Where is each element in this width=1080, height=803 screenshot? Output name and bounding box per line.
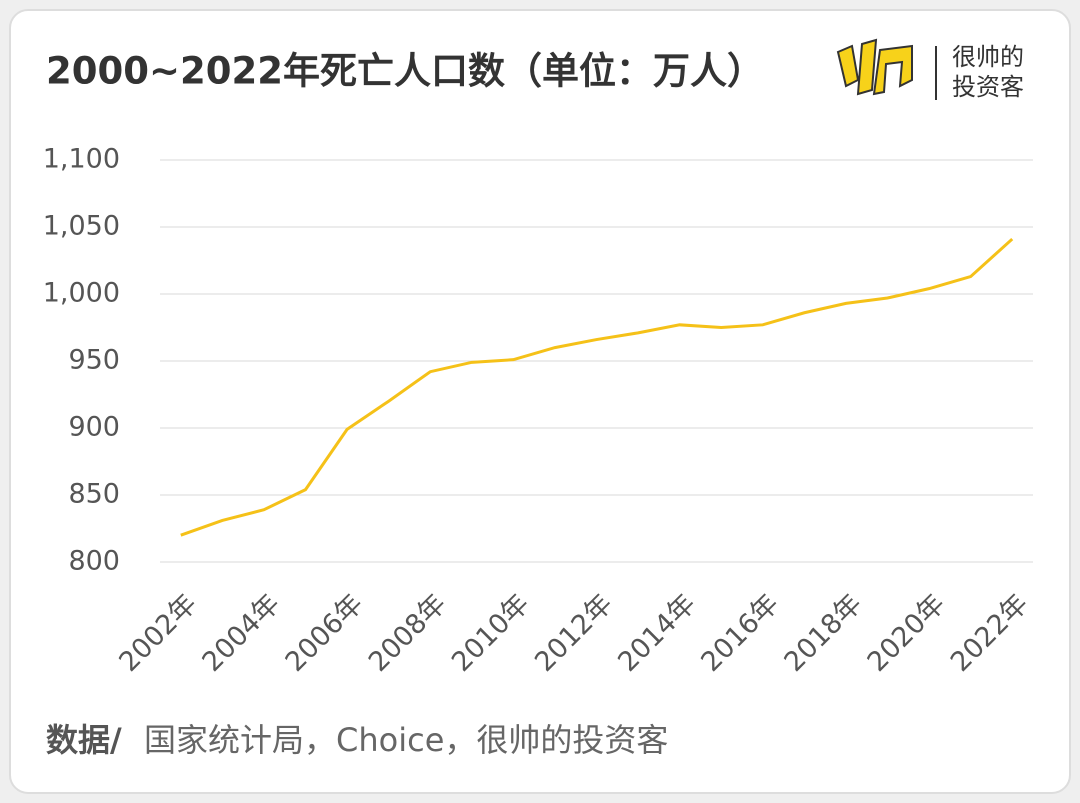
line [180, 237, 1014, 537]
y-tick-label: 900 [68, 412, 120, 443]
brand: 很帅的 [952, 43, 1024, 71]
y-tick-label: 1,000 [43, 278, 120, 309]
source: 国家统计局，Choice，很帅的投资客 [144, 721, 668, 759]
y-tick-label: 950 [68, 345, 120, 376]
y-tick-label: 1,100 [43, 144, 120, 175]
y-tick-label: 850 [68, 479, 120, 510]
logo [836, 38, 937, 100]
source-label: 数据/ [46, 721, 122, 759]
brand: 投资客 [952, 73, 1024, 101]
chart-title: 2000~2022年死亡人口数（单位：万人） [46, 50, 764, 93]
y-tick-label: 1,050 [43, 211, 120, 242]
card [9, 9, 1071, 794]
y-tick-label: 800 [68, 546, 120, 577]
